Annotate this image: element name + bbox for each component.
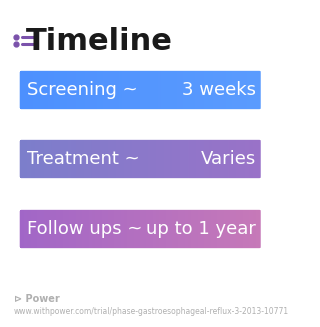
Text: Timeline: Timeline — [26, 27, 173, 57]
Text: up to 1 year: up to 1 year — [146, 220, 256, 238]
Text: ⊳ Power: ⊳ Power — [14, 294, 60, 304]
Text: Varies: Varies — [201, 150, 256, 168]
Text: www.withpower.com/trial/phase-gastroesophageal-reflux-3-2013-10771: www.withpower.com/trial/phase-gastroesop… — [14, 306, 289, 316]
Text: Treatment ~: Treatment ~ — [27, 150, 140, 168]
Text: Follow ups ~: Follow ups ~ — [27, 220, 142, 238]
Text: Screening ~: Screening ~ — [27, 81, 138, 99]
Text: 3 weeks: 3 weeks — [182, 81, 256, 99]
